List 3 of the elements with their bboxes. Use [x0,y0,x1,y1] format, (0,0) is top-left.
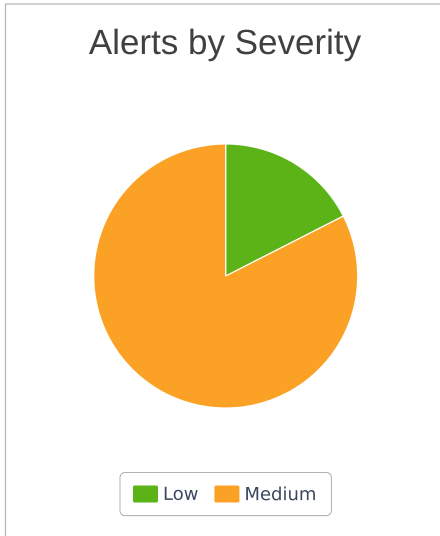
legend-label: Low [164,486,198,500]
legend-label: Medium [246,486,315,500]
chart-title: Alerts by Severity [88,28,362,62]
